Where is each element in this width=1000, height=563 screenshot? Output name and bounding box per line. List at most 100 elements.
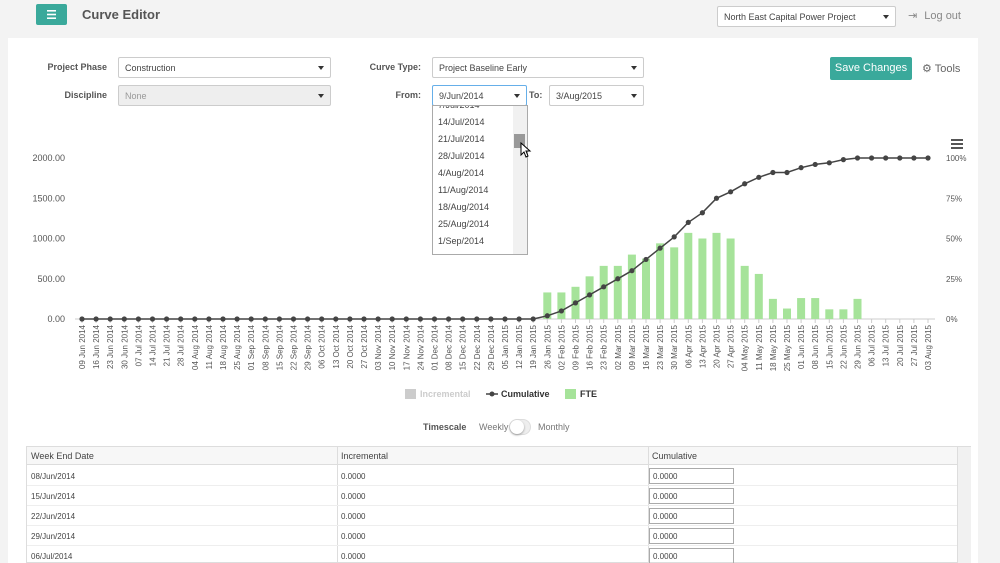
- x-tick-label: 08 Dec 2014: [445, 324, 454, 370]
- data-table: Week End Date Incremental Cumulative 08/Jun…: [26, 446, 971, 563]
- to-select[interactable]: 3/Aug/2015: [549, 85, 644, 106]
- x-tick-label: 07 Jul 2014: [134, 324, 143, 366]
- x-tick-label: 26 Jan 2015: [543, 324, 552, 369]
- x-tick-label: 03 Nov 2014: [374, 324, 383, 370]
- logout-link[interactable]: ⇥ Log out: [908, 9, 961, 22]
- row-divider: [27, 545, 957, 546]
- x-tick-label: 11 May 2015: [755, 324, 764, 370]
- dropdown-item[interactable]: 25/Aug/2014: [438, 219, 490, 229]
- cumulative-input[interactable]: 0.0000: [649, 548, 734, 563]
- x-tick-label: 23 Feb 2015: [600, 324, 609, 369]
- save-button[interactable]: Save Changes: [830, 57, 912, 80]
- x-tick-label: 05 Jan 2015: [501, 324, 510, 369]
- dropdown-item[interactable]: 21/Jul/2014: [438, 134, 485, 144]
- chart-menu[interactable]: [951, 139, 963, 149]
- cumulative-point: [742, 181, 748, 187]
- x-tick-label: 22 Sep 2014: [290, 324, 299, 370]
- fte-bar: [543, 292, 552, 319]
- project-phase-select[interactable]: Construction: [118, 57, 331, 78]
- cumulative-point: [572, 300, 579, 306]
- weekly-option[interactable]: Weekly: [479, 422, 509, 432]
- cumulative-point: [248, 316, 254, 322]
- cumulative-point: [587, 292, 593, 298]
- dropdown-item[interactable]: 7/Jul/2014: [438, 105, 480, 110]
- cumulative-input[interactable]: 0.0000: [649, 528, 734, 544]
- x-tick-label: 11 Aug 2014: [205, 324, 214, 369]
- curve-type-select[interactable]: Project Baseline Early: [432, 57, 644, 78]
- tools-button[interactable]: ⚙ Tools: [922, 62, 960, 75]
- curve-type-label: Curve Type:: [369, 62, 421, 72]
- table-cell: 0.0000: [341, 492, 366, 501]
- x-tick-label: 13 Jul 2015: [882, 324, 891, 366]
- x-tick-label: 23 Mar 2015: [656, 324, 665, 369]
- row-divider: [27, 525, 957, 526]
- cumulative-point: [643, 256, 649, 263]
- project-select[interactable]: North East Capital Power Project: [717, 6, 896, 27]
- menu-button[interactable]: [36, 4, 67, 25]
- fte-bar: [797, 298, 806, 319]
- menu-icon: [47, 10, 56, 19]
- cumulative-point: [446, 316, 452, 322]
- discipline-select: None: [118, 85, 331, 106]
- monthly-option[interactable]: Monthly: [538, 422, 570, 432]
- timescale-toggle[interactable]: [509, 419, 531, 435]
- table-header-row: [27, 447, 957, 465]
- cumulative-point: [854, 155, 861, 161]
- cumulative-point: [431, 316, 438, 322]
- x-tick-label: 27 Oct 2014: [360, 324, 369, 368]
- fte-bar: [585, 276, 594, 319]
- cumulative-point: [897, 155, 903, 161]
- table-cell: 15/Jun/2014: [31, 492, 76, 501]
- cumulative-input[interactable]: 0.0000: [649, 468, 734, 484]
- cumulative-point: [178, 316, 184, 322]
- cumulative-point: [925, 155, 931, 161]
- x-tick-label: 30 Jun 2014: [120, 324, 129, 369]
- dropdown-item[interactable]: 4/Aug/2014: [438, 168, 485, 178]
- table-cell: 29/Jun/2014: [31, 532, 76, 541]
- cumulative-point: [911, 155, 917, 161]
- cumulative-point: [530, 316, 536, 322]
- dropdown-item[interactable]: 11/Aug/2014: [438, 185, 489, 195]
- legend-label: Incremental: [420, 389, 471, 399]
- x-tick-label: 02 Feb 2015: [557, 324, 566, 369]
- x-tick-label: 03 Aug 2015: [924, 324, 933, 369]
- fte-bar: [642, 258, 650, 319]
- x-tick-label: 22 Dec 2014: [473, 324, 482, 370]
- fte-bar: [726, 238, 735, 319]
- cumulative-point: [516, 316, 522, 322]
- cumulative-input[interactable]: 0.0000: [649, 488, 734, 504]
- dropdown-item[interactable]: 28/Jul/2014: [438, 151, 485, 161]
- cumulative-input[interactable]: 0.0000: [649, 508, 734, 524]
- x-tick-label: 09 Feb 2015: [572, 324, 581, 369]
- dropdown-item[interactable]: 1/Sep/2014: [438, 236, 485, 246]
- x-tick-label: 09 Mar 2015: [628, 324, 637, 369]
- x-tick-label: 25 Aug 2014: [233, 324, 242, 369]
- fte-bar: [670, 247, 679, 319]
- y-tick-label: 1000.00: [32, 234, 65, 244]
- cumulative-point: [544, 313, 550, 319]
- x-tick-label: 29 Sep 2014: [304, 324, 313, 370]
- table-scrollbar[interactable]: [957, 447, 971, 563]
- dropdown-scrollbar[interactable]: [513, 106, 527, 254]
- cumulative-point: [375, 316, 381, 322]
- cumulative-point: [798, 165, 804, 171]
- x-tick-label: 17 Nov 2014: [402, 324, 411, 370]
- x-tick-label: 18 May 2015: [769, 324, 778, 371]
- cumulative-point: [460, 316, 466, 322]
- table-cell: 06/Jul/2014: [31, 552, 73, 561]
- legend-swatch: [405, 389, 416, 399]
- from-select[interactable]: 9/Jun/2014: [432, 85, 527, 106]
- x-tick-label: 20 Apr 2015: [713, 324, 722, 368]
- logout-text: Log out: [924, 10, 961, 22]
- dropdown-item[interactable]: 18/Aug/2014: [438, 202, 490, 212]
- cumulative-point: [770, 169, 776, 176]
- fte-bar: [740, 265, 749, 319]
- table-cell: 0.0000: [341, 532, 366, 541]
- cumulative-point: [290, 316, 297, 322]
- dropdown-item[interactable]: 14/Jul/2014: [438, 117, 485, 127]
- fte-bar: [712, 232, 721, 319]
- x-tick-label: 13 Oct 2014: [332, 324, 341, 368]
- dropdown-scroll-thumb[interactable]: [514, 134, 525, 148]
- x-tick-label: 30 Mar 2015: [670, 324, 679, 369]
